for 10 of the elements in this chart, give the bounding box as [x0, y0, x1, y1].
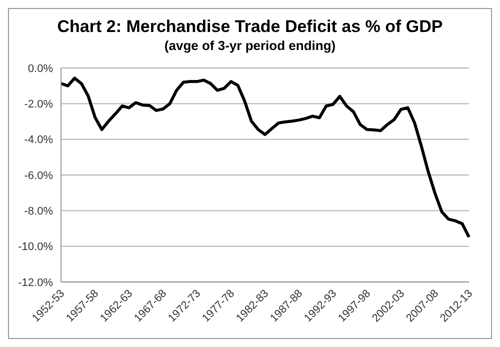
y-tick-label: -8.0% — [24, 206, 54, 218]
y-tick-label: -6.0% — [24, 170, 54, 182]
chart-subtitle: (avge of 3-yr period ending) — [163, 37, 337, 54]
y-tick-label: 0.0% — [28, 62, 54, 75]
y-tick-label: -4.0% — [24, 134, 54, 146]
line-series — [60, 76, 470, 239]
chart-title: Chart 2: Merchandise Trade Deficit as % of GDP — [56, 17, 444, 37]
y-tick-label: -12.0% — [18, 276, 54, 289]
y-tick-label: -10.0% — [18, 241, 54, 254]
y-tick-label: -2.0% — [24, 98, 54, 111]
